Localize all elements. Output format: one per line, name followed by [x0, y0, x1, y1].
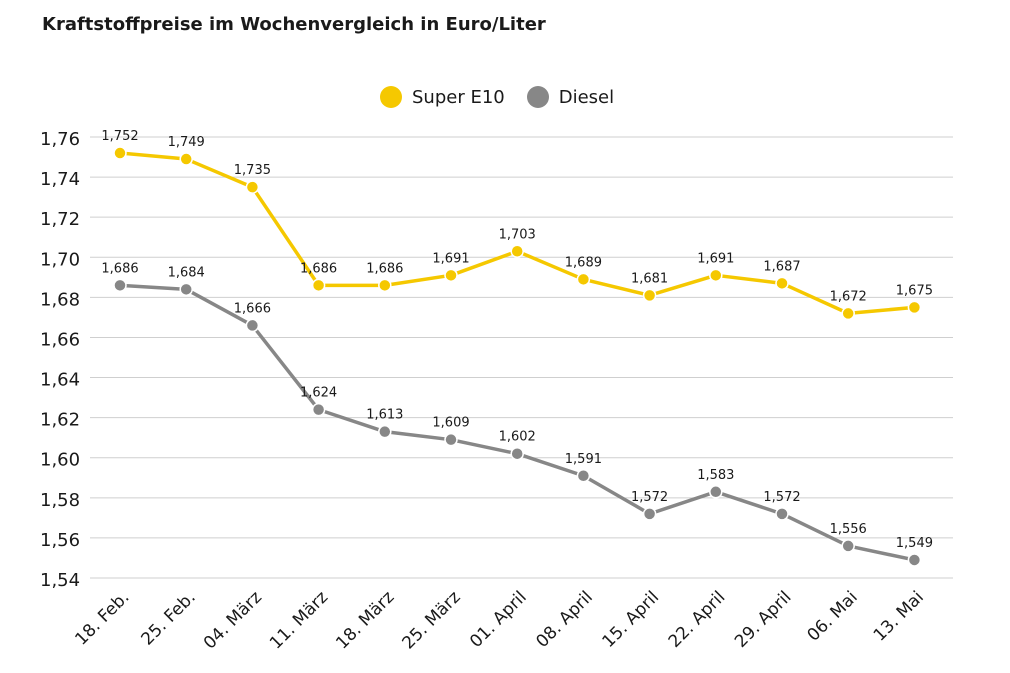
data-point-super-e10 [378, 278, 392, 293]
data-label-diesel: 1,602 [499, 430, 536, 445]
data-label-diesel: 1,591 [565, 452, 602, 467]
data-label-diesel: 1,613 [366, 408, 403, 423]
x-tick-label: 25. März [398, 587, 464, 653]
data-label-super-e10: 1,686 [300, 261, 337, 276]
data-point-super-e10 [510, 244, 524, 259]
data-point-diesel [311, 402, 326, 417]
data-point-diesel [113, 278, 127, 293]
x-tick-label: 22. April [665, 587, 730, 652]
data-label-super-e10: 1,675 [896, 283, 933, 298]
data-label-diesel: 1,624 [300, 386, 337, 401]
data-point-super-e10 [576, 272, 591, 287]
data-point-diesel [576, 469, 591, 483]
data-label-diesel: 1,549 [896, 536, 933, 551]
data-label-super-e10: 1,687 [763, 259, 800, 274]
data-point-super-e10 [775, 276, 789, 291]
data-point-super-e10 [444, 268, 458, 283]
data-label-super-e10: 1,749 [168, 135, 205, 150]
data-label-super-e10: 1,672 [830, 289, 867, 304]
y-tick-label: 1,76 [40, 129, 80, 150]
data-point-diesel [179, 282, 193, 297]
legend-marker-diesel [526, 86, 549, 108]
data-point-diesel [245, 318, 260, 333]
y-tick-label: 1,62 [40, 410, 80, 431]
y-tick-label: 1,74 [40, 169, 80, 190]
y-tick-label: 1,60 [40, 450, 80, 471]
data-label-super-e10: 1,686 [366, 261, 403, 276]
data-point-diesel [510, 446, 524, 461]
legend-label-diesel: Diesel [558, 86, 615, 108]
data-point-diesel [775, 507, 789, 521]
y-tick-label: 1,70 [40, 249, 80, 270]
data-label-diesel: 1,686 [101, 261, 138, 276]
data-point-super-e10 [245, 180, 260, 194]
x-tick-label: 13. Mai [870, 587, 928, 645]
data-label-diesel: 1,666 [234, 301, 271, 316]
data-label-diesel: 1,572 [631, 490, 668, 505]
data-label-diesel: 1,609 [432, 416, 469, 431]
data-point-super-e10 [907, 300, 922, 315]
x-tick-label: 18. Feb. [71, 587, 133, 649]
data-point-super-e10 [642, 288, 657, 303]
data-label-super-e10: 1,691 [432, 251, 469, 266]
x-tick-label: 06. Mai [804, 587, 862, 645]
y-tick-label: 1,56 [40, 530, 80, 551]
data-label-diesel: 1,684 [168, 265, 205, 280]
data-point-diesel [444, 432, 458, 447]
data-label-super-e10: 1,752 [101, 129, 138, 144]
data-point-super-e10 [841, 306, 855, 321]
data-point-diesel [841, 539, 855, 553]
x-tick-label: 08. April [532, 587, 597, 652]
x-tick-label: 01. April [466, 587, 531, 652]
x-tick-label: 11. März [266, 587, 332, 653]
chart-legend: Super E10 Diesel [380, 86, 636, 108]
data-point-super-e10 [709, 268, 723, 283]
data-point-diesel [378, 424, 392, 439]
data-point-diesel [907, 553, 922, 567]
data-point-diesel [642, 507, 657, 521]
data-label-diesel: 1,583 [697, 468, 734, 483]
data-point-super-e10 [311, 278, 326, 293]
x-tick-label: 04. März [200, 587, 266, 653]
x-tick-label: 29. April [731, 587, 796, 652]
x-tick-label: 18. März [332, 587, 398, 653]
legend-marker-super-e10 [380, 86, 402, 108]
y-tick-label: 1,72 [40, 209, 80, 230]
data-label-super-e10: 1,703 [499, 227, 536, 242]
legend-item-diesel: Diesel [526, 86, 615, 108]
y-tick-label: 1,68 [40, 289, 80, 310]
data-label-super-e10: 1,691 [697, 251, 734, 266]
legend-label-super-e10: Super E10 [412, 86, 505, 108]
x-tick-label: 25. Feb. [138, 587, 200, 649]
y-tick-label: 1,64 [40, 370, 80, 391]
data-label-super-e10: 1,681 [631, 271, 668, 286]
x-tick-label: 15. April [599, 587, 664, 652]
series-line-diesel [118, 283, 917, 562]
data-label-super-e10: 1,689 [565, 255, 602, 270]
y-tick-label: 1,54 [40, 570, 80, 591]
data-point-super-e10 [113, 146, 127, 160]
y-tick-label: 1,66 [40, 329, 80, 350]
data-point-super-e10 [179, 152, 193, 166]
data-label-super-e10: 1,735 [234, 163, 271, 178]
y-tick-label: 1,58 [40, 490, 80, 511]
data-label-diesel: 1,556 [830, 522, 867, 537]
chart-title: Kraftstoffpreise im Wochenvergleich in E… [42, 14, 546, 35]
legend-item-super-e10: Super E10 [380, 86, 505, 108]
data-label-diesel: 1,572 [763, 490, 800, 505]
data-point-diesel [709, 485, 723, 499]
